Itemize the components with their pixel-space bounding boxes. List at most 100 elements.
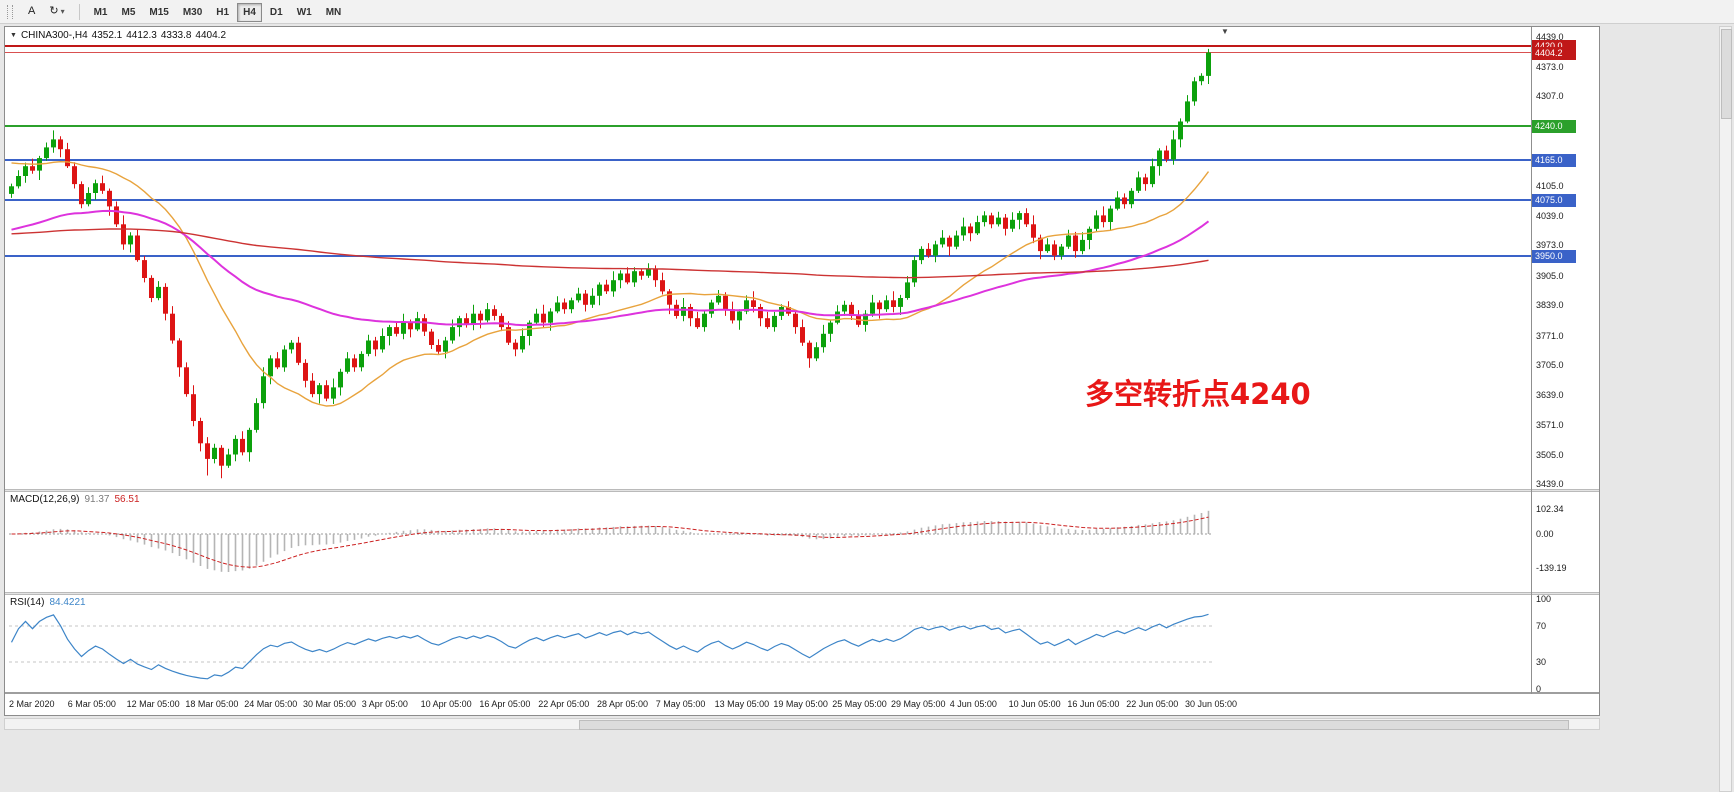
candle-body [1164, 150, 1169, 160]
ohlc-close: 4404.2 [195, 30, 227, 41]
candle-body [1129, 190, 1134, 205]
cycle-icon: ↻ [49, 5, 59, 17]
info-expander-icon[interactable]: ▼ [10, 32, 17, 39]
cycle-symbols-button[interactable]: ↻ ▾ [43, 2, 70, 21]
candle-body [9, 186, 14, 194]
chart-symbol-period: CHINA300-,H4 [20, 30, 88, 41]
candle-body [198, 421, 203, 444]
candle-body [359, 353, 364, 368]
macd-signal-line [11, 516, 1209, 568]
timeframe-button-MN[interactable]: MN [320, 3, 348, 22]
hline-4165.0[interactable] [5, 158, 1531, 161]
macd-plot[interactable] [5, 492, 1531, 592]
candle-body [16, 176, 21, 187]
chart-text-annotation[interactable]: 多空转折点4240 [1085, 377, 1311, 411]
rsi-pane[interactable]: RSI(14) 84.4221 100 70 30 0 [5, 595, 1599, 692]
candle-body [422, 318, 427, 332]
vertical-scrollbar-thumb[interactable] [1721, 29, 1732, 119]
candle-body [450, 327, 455, 341]
candle-body [625, 273, 630, 283]
toolbar: A ↻ ▾ M1 M5 M15 M30 H1 H4 D1 W1 MN [0, 0, 1734, 24]
macd-indicator-name: MACD(12,26,9) [10, 494, 80, 505]
time-label: 4 Jun 05:00 [949, 699, 997, 709]
timeframe-button-M30[interactable]: M30 [177, 3, 208, 22]
pane-splitter[interactable] [5, 592, 1599, 595]
candle-body [520, 336, 525, 350]
rsi-value: 84.4221 [49, 597, 86, 608]
price-tick-label: 4039.0 [1536, 210, 1564, 221]
candle-body [765, 318, 770, 328]
toolbar-grip[interactable] [7, 4, 13, 19]
candle-body [93, 183, 98, 193]
rsi-axis-label: 100 [1536, 595, 1552, 604]
time-label: 16 Jun 05:00 [1067, 699, 1120, 709]
candle-body [919, 248, 924, 261]
timeframe-button-M5[interactable]: M5 [115, 3, 141, 22]
main-chart-pane[interactable]: ▼ CHINA300-,H4 4352.1 4412.3 4333.8 4404.2 ▼ … [5, 27, 1599, 489]
time-axis[interactable]: 2 Mar 2020 6 Mar 05:00 12 Mar 05:00 18 Mar … [5, 694, 1599, 715]
candle-body [254, 403, 259, 430]
price-tick-label: 4373.0 [1536, 61, 1564, 72]
candle-body [58, 139, 63, 150]
time-label: 30 Mar 05:00 [303, 699, 357, 709]
pane-splitter[interactable] [5, 489, 1599, 492]
candle-body [975, 222, 980, 234]
text-tool-button[interactable]: A [22, 2, 41, 21]
timeframe-button-H1[interactable]: H1 [210, 3, 235, 22]
hline-3950.0[interactable] [5, 254, 1531, 257]
candle-body [1157, 150, 1162, 167]
horizontal-scrollbar[interactable] [4, 718, 1600, 730]
candle-body [639, 271, 644, 276]
candle-body [317, 385, 322, 395]
candle-body [485, 309, 490, 321]
candle-body [114, 206, 119, 225]
vertical-scrollbar[interactable] [1719, 26, 1732, 792]
candle-body [429, 331, 434, 345]
hline-4404.2[interactable] [5, 52, 1531, 54]
candle-body [1024, 213, 1029, 225]
time-label: 10 Apr 05:00 [420, 699, 472, 709]
hline-4240.0[interactable] [5, 125, 1531, 127]
ma-line-fast-orange [11, 160, 1210, 407]
macd-pane[interactable]: MACD(12,26,9) 91.37 56.51 102.34 0.00 -139.1… [5, 492, 1599, 592]
macd-value-main: 91.37 [84, 494, 110, 505]
candle-body [107, 190, 112, 207]
chart-window: ▼ CHINA300-,H4 4352.1 4412.3 4333.8 4404.2 ▼ … [4, 26, 1600, 716]
candle-body [1101, 215, 1106, 223]
candle-body [219, 447, 224, 466]
candle-body [604, 284, 609, 292]
timeframe-button-D1[interactable]: D1 [264, 3, 289, 22]
candle-body [149, 277, 154, 298]
candlestick-plot[interactable] [5, 27, 1531, 489]
candle-body [646, 269, 651, 276]
candle-body [688, 307, 693, 319]
horizontal-scrollbar-thumb[interactable] [578, 720, 1570, 730]
candle-body [177, 340, 182, 368]
rsi-plot[interactable] [5, 595, 1531, 692]
hline-4075.0[interactable] [5, 198, 1531, 201]
candle-body [233, 438, 238, 455]
candle-body [751, 300, 756, 307]
rsi-axis-label: 0 [1536, 684, 1542, 692]
price-tick-label: 4307.0 [1536, 91, 1564, 101]
timeframe-button-H4[interactable]: H4 [237, 2, 262, 22]
candle-body [415, 318, 420, 330]
price-tick-label: 3571.0 [1536, 420, 1564, 430]
candle-body [506, 327, 511, 343]
toolbar-separator [78, 3, 80, 20]
macd-label: MACD(12,26,9) 91.37 56.51 [10, 494, 145, 505]
chart-shift-marker-icon[interactable]: ▼ [1221, 27, 1229, 36]
timeframe-button-M15[interactable]: M15 [143, 3, 174, 22]
timeframe-button-M1[interactable]: M1 [88, 3, 114, 22]
candle-body [457, 318, 462, 328]
candle-body [303, 362, 308, 381]
time-label: 2 Mar 2020 [9, 699, 55, 709]
candle-body [345, 358, 350, 372]
pane-splitter[interactable] [5, 692, 1599, 694]
timeframe-button-W1[interactable]: W1 [291, 3, 318, 22]
price-tick-label: 3839.0 [1536, 300, 1564, 311]
candle-body [1094, 215, 1099, 229]
rsi-indicator-name: RSI(14) [10, 597, 45, 608]
hline-4420.0[interactable] [5, 44, 1531, 47]
candle-body [534, 313, 539, 323]
